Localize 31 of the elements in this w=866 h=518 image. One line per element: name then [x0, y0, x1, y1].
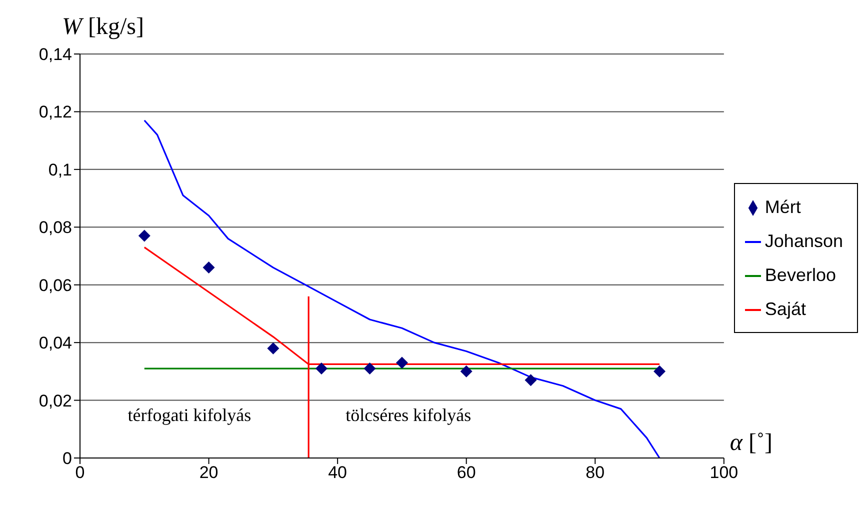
legend-label: Beverloo [764, 265, 836, 285]
legend-label: Johanson [764, 231, 843, 251]
annotation: tölcséres kifolyás [346, 405, 472, 426]
point [138, 230, 150, 242]
y-tick-label: 0,02 [38, 391, 72, 410]
annotation: térfogati kifolyás [128, 405, 252, 426]
x-tick-label: 40 [328, 463, 348, 482]
point [460, 365, 472, 378]
point [396, 356, 408, 369]
x-tick-label: 100 [710, 463, 738, 482]
legend-label: Saját [764, 299, 806, 319]
x-tick-label: 20 [199, 463, 218, 482]
y-axis-title: W [kg/s] [62, 14, 144, 40]
y-tick-label: 0,06 [38, 276, 72, 295]
y-tick-label: 0,1 [48, 160, 72, 180]
point [315, 362, 328, 375]
y-tick-label: 0,12 [38, 102, 72, 122]
x-tick-label: 80 [586, 463, 605, 482]
x-tick-label: 0 [75, 463, 85, 482]
x-tick-label: 60 [456, 463, 476, 482]
x-axis-title: α [˚] [730, 430, 773, 456]
y-tick-label: 0,14 [38, 45, 72, 64]
point [202, 262, 215, 274]
legend-label: Mért [764, 197, 801, 217]
y-tick-label: 0 [62, 449, 72, 468]
y-tick-label: 0,04 [38, 334, 72, 353]
point [364, 362, 376, 375]
y-tick-label: 0,08 [38, 218, 72, 238]
point [654, 365, 666, 378]
point [267, 342, 280, 354]
point [524, 374, 537, 386]
